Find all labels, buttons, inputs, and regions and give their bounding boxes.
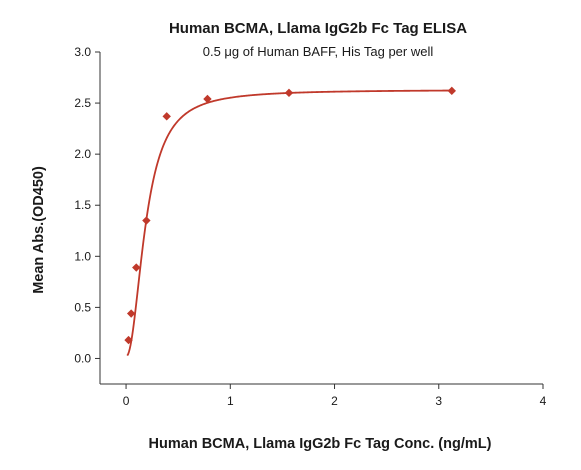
fit-curve	[126, 89, 452, 357]
data-point	[203, 94, 212, 104]
x-tick-label: 0	[123, 394, 130, 408]
y-tick-label: 2.0	[74, 147, 91, 161]
y-tick-label: 1.5	[74, 198, 91, 212]
y-tick-label: 0.5	[74, 300, 91, 314]
data-point	[126, 309, 136, 318]
y-tick-label: 2.5	[74, 96, 91, 110]
data-point	[132, 263, 141, 272]
data-points-layer	[124, 86, 456, 345]
x-tick-label: 3	[435, 394, 442, 408]
data-point	[124, 335, 133, 345]
data-point	[447, 86, 456, 96]
data-point	[284, 88, 294, 98]
x-axis-label: Human BCMA, Llama IgG2b Fc Tag Conc. (ng…	[149, 436, 492, 452]
y-tick-label: 0.0	[74, 351, 91, 365]
chart-title: Human BCMA, Llama IgG2b Fc Tag ELISA	[169, 20, 467, 37]
y-tick-label: 1.0	[74, 249, 91, 263]
axes: 0.0 0.5 1.0 1.5 2.0 2.5 3.0 0 1 2 3 4	[74, 45, 546, 408]
x-tick-label: 2	[331, 394, 338, 408]
y-axis-label: Mean Abs.(OD450)	[31, 166, 47, 294]
y-tick-label: 3.0	[74, 45, 91, 59]
data-point	[142, 216, 151, 225]
data-point	[162, 112, 171, 121]
fit-curve-layer	[126, 89, 452, 357]
chart-subtitle: 0.5 μg of Human BAFF, His Tag per well	[203, 44, 434, 59]
x-tick-label: 4	[540, 394, 547, 408]
x-tick-label: 1	[227, 394, 234, 408]
